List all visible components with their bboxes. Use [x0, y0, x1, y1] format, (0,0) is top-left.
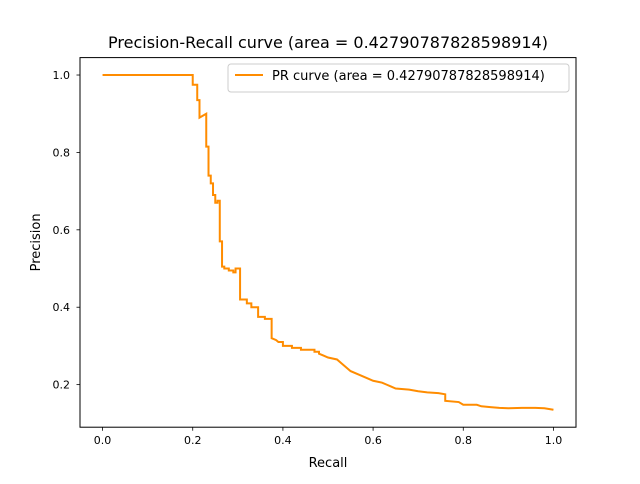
series-layer: [103, 75, 554, 410]
y-axis-label: Precision: [29, 213, 44, 271]
x-axis-ticks: 0.0 0.2 0.4 0.6 0.8 1.0: [94, 427, 562, 447]
x-tick-label: 0.8: [455, 434, 473, 447]
chart-title: Precision-Recall curve (area = 0.4279078…: [108, 33, 548, 52]
y-tick-label: 0.6: [53, 224, 71, 237]
legend-label: PR curve (area = 0.42790787828598914): [272, 69, 545, 84]
x-tick-label: 1.0: [545, 434, 563, 447]
x-tick-label: 0.6: [364, 434, 382, 447]
x-axis-label: Recall: [309, 456, 348, 471]
legend: PR curve (area = 0.42790787828598914): [228, 64, 569, 92]
y-tick-label: 0.8: [53, 146, 71, 159]
y-axis-ticks: 0.2 0.4 0.6 0.8 1.0: [53, 69, 81, 392]
pr-curve-line: [103, 75, 554, 410]
plot-area-frame: [80, 58, 576, 428]
x-tick-label: 0.0: [94, 434, 112, 447]
y-tick-label: 0.4: [53, 301, 71, 314]
x-tick-label: 0.2: [184, 434, 202, 447]
x-tick-label: 0.4: [274, 434, 292, 447]
y-tick-label: 0.2: [53, 379, 71, 392]
y-tick-label: 1.0: [53, 69, 71, 82]
